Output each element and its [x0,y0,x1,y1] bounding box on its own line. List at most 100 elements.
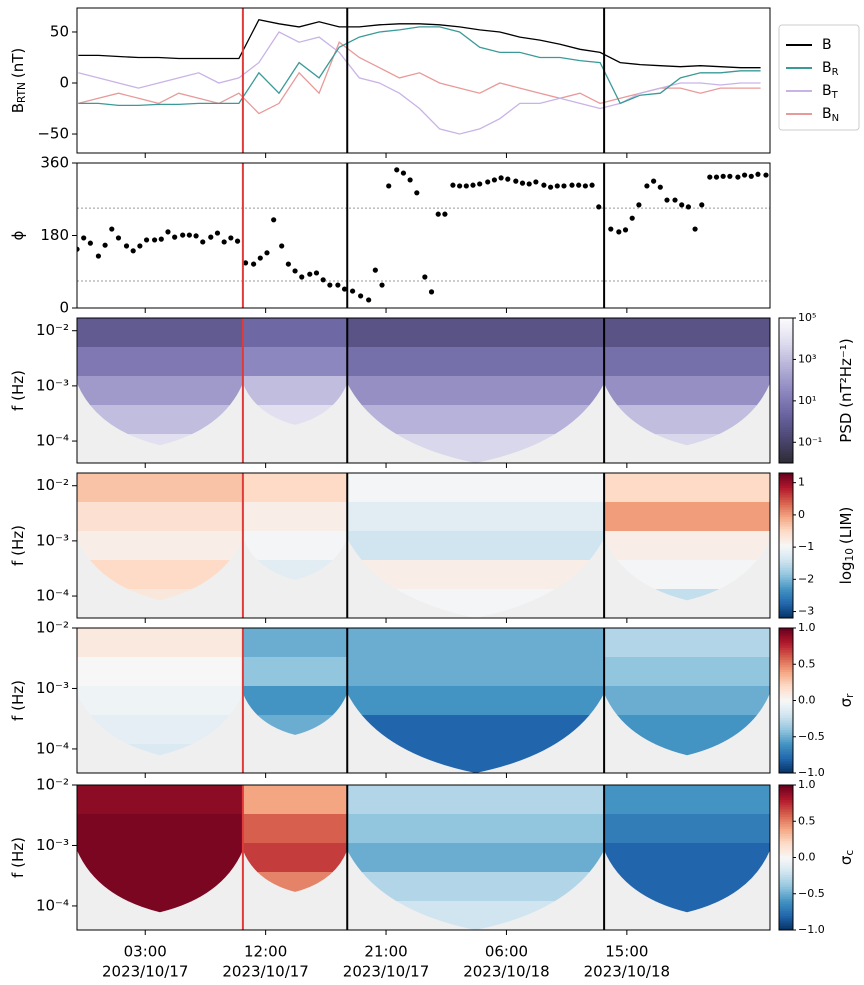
colorbar-step [779,502,793,505]
heat-band [242,376,348,406]
colorbar-step [779,586,793,590]
colorbar-step [779,569,793,573]
colorbar-step [779,487,793,491]
colorbar-step [779,809,793,813]
colorbar-tick-label: −0.5 [798,887,825,900]
colorbar-step [779,591,793,595]
point [95,253,102,259]
colorbar-step [779,794,793,798]
colorbar-step [779,388,793,391]
colorbar-step [779,535,793,539]
colorbar-tick-label: 0 [798,508,805,521]
legend-name: B [822,60,832,76]
colorbar-step [779,482,793,486]
colorbar-step [779,683,793,687]
heat-band [604,814,770,844]
colorbar-step [779,523,793,527]
label-sub: 10 [844,548,856,561]
x-tick-date: 2023/10/18 [584,963,670,981]
heat-band [347,814,605,844]
y-tick-label: 10⁻⁴ [36,432,69,450]
colorbar-step [779,840,793,844]
colorbar-step [779,712,793,716]
heat-band [77,657,243,687]
colorbar-step [779,922,793,926]
legend-name: B [822,37,832,53]
heat-band [242,473,348,503]
colorbar-step [779,857,793,861]
colorbar-step [779,506,793,510]
colorbar-step [779,567,793,571]
colorbar-step [779,702,793,706]
colorbar-step [779,531,793,534]
point [513,178,519,184]
label-main: f (Hz) [9,680,27,721]
colorbar-step [779,608,793,612]
colorbar-step [779,322,793,326]
heat-band [604,843,770,873]
colorbar-step [779,859,793,863]
colorbar-step [779,562,793,566]
colorbar-step [779,862,793,866]
colorbar-step [779,550,793,554]
heat-band [347,686,605,716]
colorbar-step [779,521,793,525]
colorbar-step [779,676,793,680]
label-main: f (Hz) [9,837,27,878]
point [608,226,614,232]
heat-band [347,843,605,873]
colorbar-step [779,905,793,909]
colorbar-step [779,715,793,718]
colorbar-step [779,756,793,759]
point [87,240,93,246]
heat-band [77,686,243,716]
colorbar-step [779,363,793,367]
point [422,274,428,280]
heat-band [77,473,243,503]
colorbar-step [779,528,793,532]
axis-label: f (Hz) [9,525,27,566]
point [582,183,588,189]
point [470,182,476,188]
heat-band [77,347,243,377]
y-tick-label: 360 [40,154,69,172]
heat-band [604,589,770,601]
heat-band [604,785,770,815]
point [651,178,657,184]
point [257,255,263,261]
colorbar-tick-label: 10⁻¹ [798,435,822,448]
label-sub: r [844,693,856,698]
plot-area [78,18,761,135]
colorbar-step [779,910,793,914]
point [379,282,385,288]
colorbar-step [779,659,793,663]
colorbar-step [779,334,793,338]
colorbar-step [779,497,793,501]
colorbar-step [779,589,793,592]
colorbar-step [779,864,793,868]
colorbar-step [779,787,793,791]
point [358,293,364,299]
heat-band [77,744,243,756]
colorbar-step [779,344,793,348]
point [763,172,769,178]
colorbar-step [779,605,793,609]
point [307,271,313,277]
colorbar-tick-label: 0.5 [798,814,816,827]
point [292,268,298,274]
colorbar-step [779,799,793,803]
colorbar-step [779,884,793,887]
colorbar-step [779,896,793,900]
point [200,239,206,245]
plot-area [77,318,770,463]
colorbar-step [779,327,793,331]
colorbar-tick-label: 1 [798,476,805,489]
colorbar-step [779,514,793,517]
colorbar-step [779,368,793,372]
heat-band [347,318,605,348]
point [299,274,305,280]
colorbar-step [779,499,793,503]
colorbar-step [779,366,793,370]
heat-band [347,657,605,687]
